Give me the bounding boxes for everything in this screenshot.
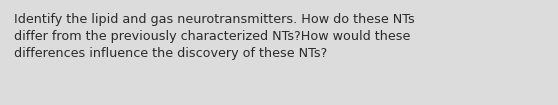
Text: Identify the lipid and gas neurotransmitters. How do these NTs
differ from the p: Identify the lipid and gas neurotransmit… [14, 13, 415, 60]
